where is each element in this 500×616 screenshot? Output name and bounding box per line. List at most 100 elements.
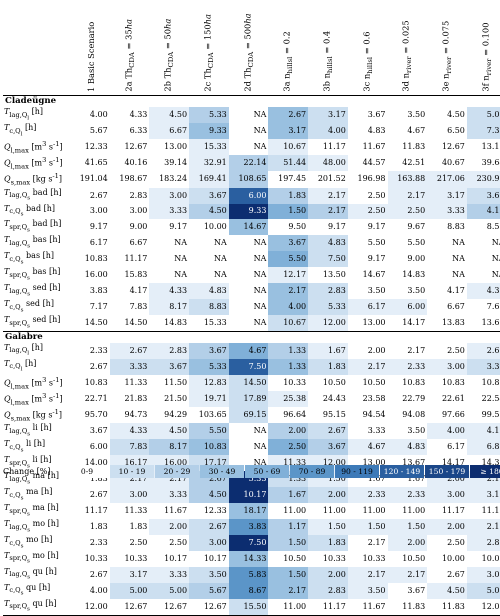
value-cell: 4.50 (149, 107, 190, 123)
value-cell: 3.67 (189, 342, 229, 359)
value-cell: 9.17 (70, 219, 110, 236)
value-cell: 11.00 (308, 503, 348, 520)
table-row: Tlag,Qs sed [h] 3.83 4.17 4.33 4.83 NA 2.17 2.8… (3, 283, 500, 300)
value-cell: 6.83 (466, 439, 500, 456)
value-cell: 7.50 (228, 358, 269, 375)
value-cell: 7.33 (466, 122, 500, 139)
value-cell: 9.17 (347, 219, 388, 236)
value-cell: 11.17 (427, 503, 467, 520)
value-cell: 103.65 (189, 407, 229, 424)
value-cell: 2.00 (387, 534, 428, 551)
value-cell: 3.00 (427, 358, 467, 375)
table-row: Tc,Qs bad [h] 3.00 3.00 3.33 4.50 9.33 1.50 2.1… (3, 203, 500, 220)
value-cell: 3.17 (308, 107, 348, 123)
value-cell: 2.17 (268, 582, 309, 599)
legend-bin: 20 - 29 (155, 464, 199, 478)
value-cell: 5.50 (387, 235, 428, 252)
value-cell: 10.17 (149, 550, 190, 567)
value-cell: 3.67 (268, 235, 309, 252)
value-cell: 4.50 (189, 487, 229, 504)
value-cell: 96.64 (268, 407, 309, 424)
value-cell: 1.17 (268, 519, 309, 535)
value-cell: 2.67 (427, 566, 467, 583)
value-cell: NA (427, 235, 467, 252)
value-cell: 2.33 (70, 342, 110, 359)
value-cell: 6.67 (109, 235, 150, 252)
value-cell: 14.50 (70, 314, 110, 332)
value-cell: 9.17 (308, 219, 348, 236)
value-cell: 21.50 (149, 390, 190, 408)
header-corner (3, 0, 70, 96)
value-cell: 8.50 (466, 219, 500, 236)
value-cell: 14.67 (347, 267, 388, 284)
table-row: Tc,Ql [h] 2.67 3.33 3.67 5.33 7.50 1.33 1.83 2.1… (3, 358, 500, 375)
value-cell: 169.41 (189, 171, 229, 188)
value-cell: 10.17 (189, 550, 229, 567)
table-row: Tspr,Qs bad [h] 9.17 9.00 9.17 10.00 14.67 9.5… (3, 219, 500, 236)
row-label: Tc,Qs li [h] (4, 439, 46, 454)
value-cell: NA (228, 314, 269, 332)
row-label: Tlag,Qs qu [h] (4, 566, 57, 581)
col-header-label: 3a nhillsl = 0.2 (281, 31, 295, 92)
value-cell: 3.00 (149, 187, 190, 204)
value-cell: 2.17 (268, 283, 309, 300)
value-cell: 2.17 (347, 358, 388, 375)
col-header-1: 1 Basic Scenario (70, 0, 110, 96)
table-row: Tc,Ql [h] 5.67 6.33 6.67 9.33 NA 3.17 4.00 4.83 4… (3, 122, 500, 139)
row-label: Ql,max [m3 s-1] (4, 391, 63, 407)
row-label: Tlag,Ql [h] (4, 107, 43, 121)
value-cell: 3.17 (427, 187, 467, 204)
row-label: Tlag,Qs ma [h] (4, 471, 59, 486)
value-cell: 3.67 (387, 582, 428, 599)
value-cell: 2.67 (268, 107, 309, 123)
value-cell: 4.83 (387, 439, 428, 456)
value-cell: 5.00 (109, 582, 150, 599)
value-cell: 5.67 (189, 582, 229, 599)
row-label: Qs,max [kg s-1] (4, 172, 63, 187)
value-cell: 4.00 (268, 299, 309, 315)
value-cell: 4.17 (466, 203, 500, 220)
table-row: Tc,Qs qu [h] 4.00 5.00 5.00 5.67 8.67 2.17 2.83… (3, 582, 500, 599)
value-cell: 14.83 (149, 314, 190, 332)
value-cell: 94.73 (109, 407, 150, 424)
table-row: Tlag,Qs ma [h] 1.83 2.17 2.17 2.67 5.33 1.33 1.… (3, 471, 500, 488)
value-cell: 10.67 (268, 314, 309, 332)
value-cell: NA (149, 235, 190, 252)
row-label: Tlag,Qs sed [h] (4, 283, 61, 298)
value-cell: 10.83 (387, 374, 428, 391)
legend-bin: 120 - 149 (380, 464, 424, 478)
row-label: Qs,max [kg s-1] (4, 408, 63, 423)
section-title: Cladeügne (5, 96, 57, 106)
value-cell: 108.65 (228, 171, 269, 188)
value-cell: 1.83 (70, 519, 110, 535)
value-cell: 9.50 (268, 219, 309, 236)
table-row: Tlag,Qs mo [h] 1.83 1.83 2.00 2.67 3.83 1.17 1.… (3, 519, 500, 535)
value-cell: 1.50 (268, 534, 309, 551)
value-cell: 12.33 (70, 138, 110, 156)
table-row: Tlag,Qs li [h] 3.67 4.33 4.50 5.50 NA 2.00 2.67… (3, 423, 500, 440)
value-cell: 3.50 (387, 423, 428, 440)
value-cell: 22.61 (427, 390, 467, 408)
section-row: Galabre (3, 330, 500, 343)
col-header-label: 3e nriver = 0.075 (440, 21, 454, 92)
table-row: Tspr,Qs mo [h] 10.33 10.33 10.17 10.17 14.33 1… (3, 550, 500, 567)
value-cell: 10.33 (109, 550, 150, 567)
value-cell: 3.00 (427, 487, 467, 504)
value-cell: 10.67 (268, 138, 309, 156)
value-cell: 2.50 (387, 203, 428, 220)
row-label: Tc,Qs sed [h] (4, 299, 54, 313)
value-cell: NA (189, 267, 229, 284)
value-cell: 99.52 (466, 407, 500, 424)
table-row: Tlag,Ql [h] 4.00 4.33 4.50 5.33 NA 2.67 3.17 3.6… (3, 107, 500, 123)
row-label: Tc,Qs qu [h] (4, 582, 51, 597)
value-cell: 2.00 (268, 423, 309, 440)
value-cell: 10.83 (70, 251, 110, 268)
row-label: Tlag,Ql [h] (4, 342, 43, 357)
value-cell: 25.38 (268, 390, 309, 408)
value-cell: 4.17 (427, 283, 467, 300)
value-cell: 4.00 (308, 122, 348, 139)
table-row: Tspr,Qs sed [h] 14.50 14.50 14.83 15.33 NA 10.… (3, 314, 500, 332)
table-row: Tc,Qs mo [h] 2.33 2.50 2.50 3.00 7.50 1.50 1.83… (3, 534, 500, 551)
value-cell: 14.50 (109, 314, 150, 332)
value-cell: 2.50 (268, 439, 309, 456)
